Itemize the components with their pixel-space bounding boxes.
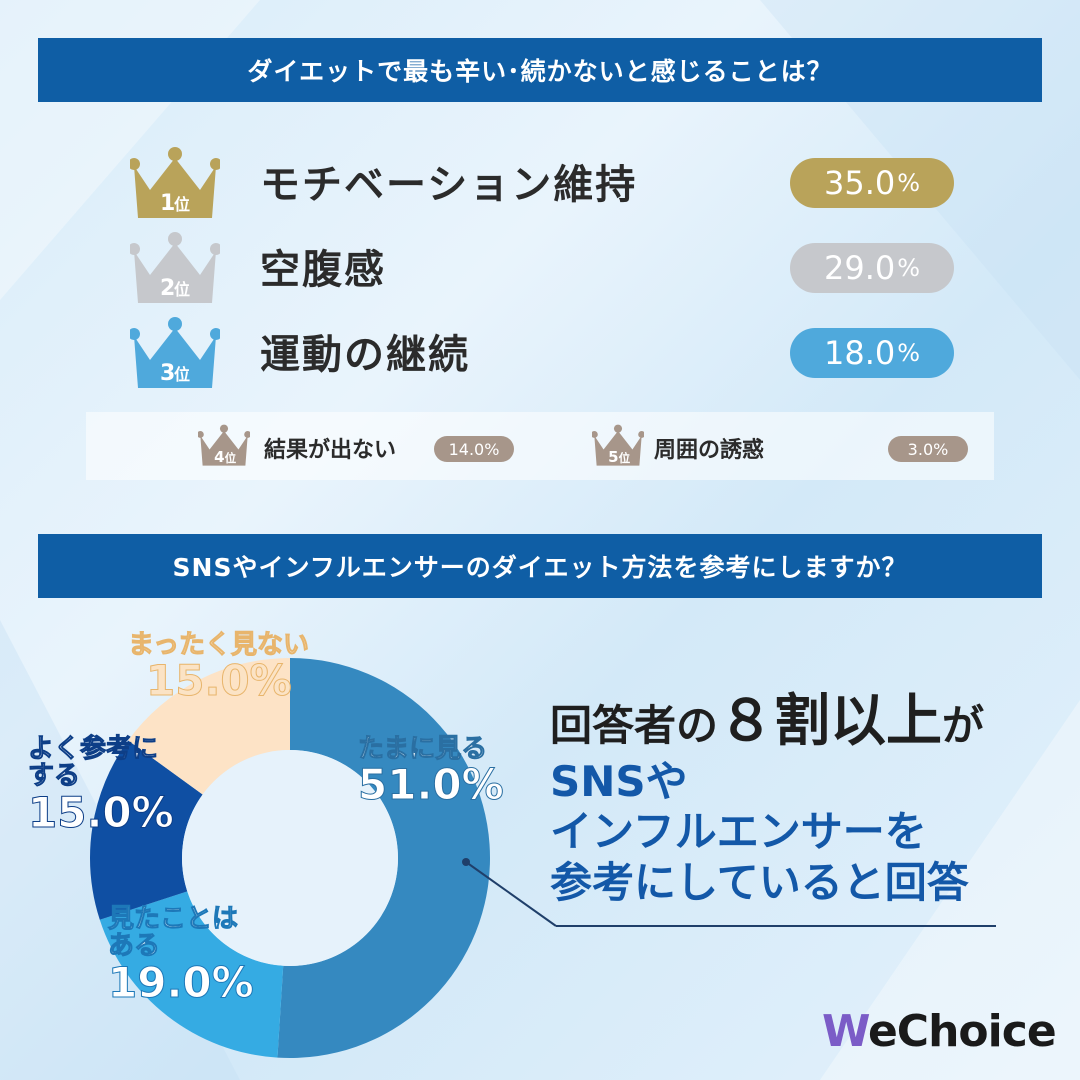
callout-text: 回答者の８割以上が SNSや インフルエンサーを 参考にしていると回答 [550,676,1030,908]
slice-name: よく参考に [28,734,159,764]
rank-number: 4 [214,448,224,466]
rank-3-value: 18.0 [823,334,896,372]
rank-row-1: 1 位 モチベーション維持 35.0% [0,140,1080,230]
rank-1-value: 35.0 [823,164,896,202]
callout-line-2: SNSや [550,757,688,806]
rank-suffix: 位 [225,451,237,465]
slice-name: まったく見ない [128,630,310,660]
slice-label-never: まったく見ない 15.0% [128,630,310,706]
rank-number: 3 [160,361,175,386]
slice-name: する [28,761,81,792]
slice-label-seen: 見たことは ある 19.0% [108,904,255,1007]
rank-row-2: 2 位 空腹感 29.0% [0,225,1080,315]
q2-title-bar: SNSやインフルエンサーのダイエット方法を参考にしますか？ [38,534,1042,598]
crown-icon: 4 位 [198,424,250,466]
rank-number: 1 [160,191,175,216]
q1-title-bar: ダイエットで最も辛い･続かないと感じることは？ [38,38,1042,102]
rank-5-value: 3.0% [888,436,968,462]
rank-suffix: 位 [174,195,190,214]
callout-line-4: 参考にしていると回答 [550,857,969,907]
rank-4-value: 14.0% [434,436,514,462]
rank-2-label: 空腹感 [260,247,386,293]
rank-5-label: 周囲の誘惑 [654,438,765,463]
slice-label-occasionally: たまに見る 51.0% [358,734,505,810]
rank-2-value-pill: 29.0% [790,243,954,293]
callout-emphasis: ８割以上 [718,689,943,754]
minor-ranks-box: 4 位 結果が出ない 14.0% 5 位 周囲の誘惑 3.0% [86,412,994,480]
slice-name: ある [108,931,161,962]
slice-name: たまに見る [358,734,488,764]
slice-occasionally [277,658,491,1058]
rank-suffix: 位 [619,451,631,465]
q1-title: ダイエットで最も辛い･続かないと感じることは？ [247,57,833,86]
callout-part: 回答者の [550,701,719,750]
slice-value: 19.0% [108,957,255,1007]
callout-leader-line [465,861,557,927]
rank-1-label: モチベーション維持 [260,162,638,208]
callout-part: が [942,701,985,750]
slice-name: 見たことは [108,904,239,934]
crown-icon: 1 位 [130,147,220,218]
rank-number: 5 [608,448,618,466]
percent-sign: % [897,169,921,197]
slice-label-often: よく参考に する 15.0% [28,734,175,837]
rank-3-label: 運動の継続 [260,332,470,378]
slice-value: 15.0% [28,787,175,837]
donut-hole [182,750,398,966]
q2-title: SNSやインフルエンサーのダイエット方法を参考にしますか？ [172,553,908,582]
rank-suffix: 位 [174,365,190,384]
crown-icon: 2 位 [130,232,220,303]
logo-rest: eChoice [867,1006,1057,1057]
callout-line-1: 回答者の８割以上が [550,676,1030,757]
wechoice-logo: WeChoice [822,1006,1057,1057]
callout-leader-dot [462,858,470,866]
rank-row-3: 3 位 運動の継続 18.0% [0,310,1080,400]
slice-value: 15.0% [146,656,293,706]
crown-icon: 3 位 [130,317,220,388]
percent-sign: % [897,254,921,282]
rank-1-value-pill: 35.0% [790,158,954,208]
donut-chart [90,658,557,1058]
logo-w: W [822,1006,869,1057]
slice-seen [99,891,284,1058]
callout-line-3: インフルエンサーを [550,807,927,857]
rank-4-label: 結果が出ない [264,438,397,463]
rank-2-value: 29.0 [823,249,896,287]
rank-suffix: 位 [174,280,190,299]
slice-often [90,740,203,920]
slice-never [128,658,290,795]
rank-number: 2 [160,276,175,301]
slice-value: 51.0% [358,760,505,810]
percent-sign: % [897,339,921,367]
crown-icon: 5 位 [592,424,644,466]
rank-3-value-pill: 18.0% [790,328,954,378]
